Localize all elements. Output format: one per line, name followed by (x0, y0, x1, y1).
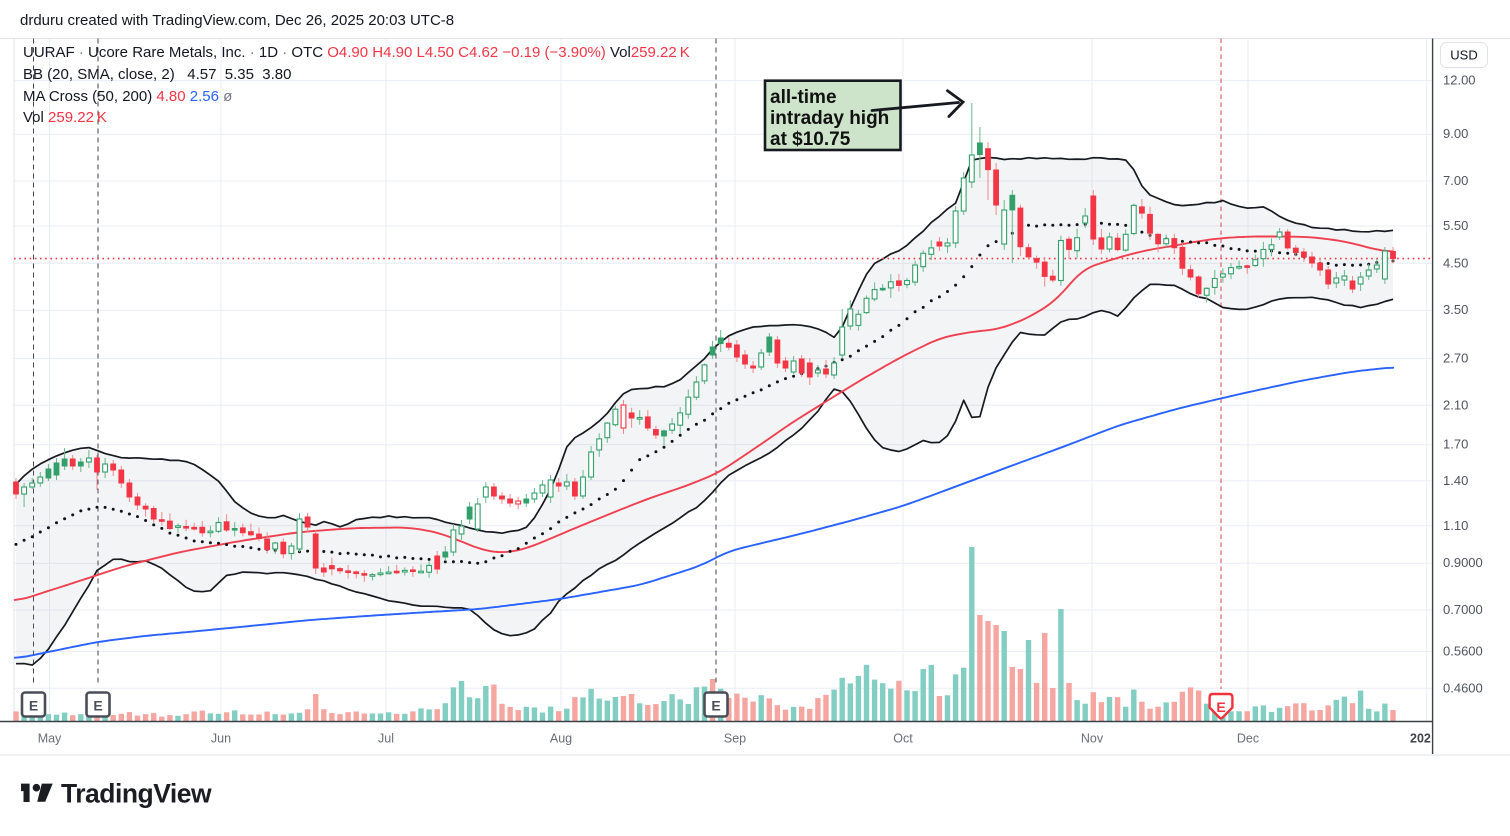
svg-text:Sep: Sep (724, 732, 746, 746)
svg-text:0.4600: 0.4600 (1443, 680, 1483, 695)
svg-text:12.00: 12.00 (1443, 73, 1476, 88)
svg-text:9.00: 9.00 (1443, 126, 1468, 141)
svg-text:Oct: Oct (893, 732, 913, 746)
svg-text:E: E (93, 698, 102, 714)
svg-text:Jun: Jun (211, 732, 231, 746)
svg-text:Nov: Nov (1081, 732, 1104, 746)
svg-text:4.50: 4.50 (1443, 255, 1468, 270)
svg-text:UURAF · Ucore Rare Metals, Inc: UURAF · Ucore Rare Metals, Inc. · 1D · O… (23, 44, 690, 61)
svg-text:all-time: all-time (770, 87, 837, 108)
svg-text:E: E (1216, 699, 1225, 715)
svg-text:intraday high: intraday high (770, 108, 889, 129)
svg-text:1.70: 1.70 (1443, 437, 1468, 452)
svg-text:3.50: 3.50 (1443, 302, 1468, 317)
svg-text:0.7000: 0.7000 (1443, 602, 1483, 617)
svg-text:5.50: 5.50 (1443, 218, 1468, 233)
svg-text:BB (20, SMA, close, 2) 4.57: BB (20, SMA, close, 2) 4.57 5.35 3.80 (23, 66, 291, 83)
svg-text:2.70: 2.70 (1443, 351, 1468, 366)
svg-text:E: E (29, 698, 38, 714)
svg-text:MA Cross (50, 200) 4.80 2.56: MA Cross (50, 200) 4.80 2.56 ø (23, 88, 232, 105)
svg-text:Dec: Dec (1237, 732, 1259, 746)
svg-text:May: May (38, 732, 62, 746)
svg-text:1.10: 1.10 (1443, 518, 1468, 533)
svg-text:1.40: 1.40 (1443, 473, 1468, 488)
svg-text:0.5600: 0.5600 (1443, 644, 1483, 659)
svg-text:USD: USD (1450, 48, 1477, 63)
svg-text:Aug: Aug (550, 732, 572, 746)
svg-text:TradingView: TradingView (61, 779, 212, 809)
svg-text:drduru created with TradingVie: drduru created with TradingView.com, Dec… (20, 12, 454, 29)
svg-text:2.10: 2.10 (1443, 397, 1468, 412)
svg-text:202: 202 (1410, 732, 1431, 746)
svg-text:Vol 259.22 K: Vol 259.22 K (23, 109, 107, 126)
svg-text:Jul: Jul (378, 732, 394, 746)
svg-text:7.00: 7.00 (1443, 173, 1468, 188)
svg-text:0.9000: 0.9000 (1443, 555, 1483, 570)
svg-text:E: E (711, 698, 720, 714)
svg-text:at $10.75: at $10.75 (770, 129, 851, 150)
